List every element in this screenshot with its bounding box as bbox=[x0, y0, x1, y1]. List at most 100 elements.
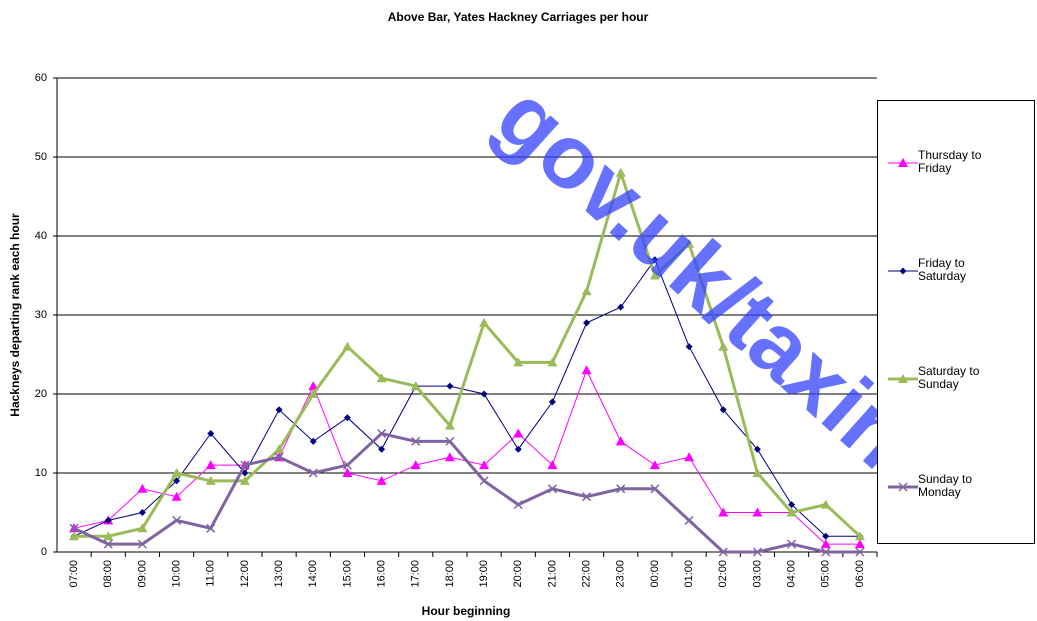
y-tick-label: 20 bbox=[35, 388, 47, 400]
data-point bbox=[171, 468, 182, 477]
data-point bbox=[342, 460, 352, 470]
x-tick-label: 22:00 bbox=[580, 560, 592, 588]
data-point bbox=[377, 428, 387, 439]
data-point bbox=[308, 381, 319, 391]
data-point bbox=[376, 475, 387, 485]
data-point bbox=[207, 430, 215, 437]
x-tick-label: 09:00 bbox=[136, 560, 148, 588]
y-tick-label: 40 bbox=[35, 230, 47, 242]
data-point bbox=[410, 381, 421, 391]
legend-swatch bbox=[888, 482, 918, 492]
data-point bbox=[274, 444, 285, 454]
x-tick-label: 19:00 bbox=[478, 560, 490, 588]
data-point bbox=[69, 523, 79, 533]
data-point bbox=[821, 547, 831, 557]
data-point bbox=[684, 452, 695, 462]
data-point bbox=[855, 547, 865, 557]
legend-marker bbox=[898, 482, 908, 492]
data-point bbox=[786, 507, 797, 517]
data-point bbox=[547, 484, 557, 494]
data-point bbox=[205, 460, 216, 470]
x-tick-label: 02:00 bbox=[717, 560, 729, 588]
x-tick-label: 16:00 bbox=[375, 560, 387, 588]
y-tick-label: 60 bbox=[35, 72, 47, 84]
data-point bbox=[137, 539, 147, 549]
data-point bbox=[514, 445, 522, 453]
data-point bbox=[617, 303, 625, 311]
data-point bbox=[718, 547, 728, 557]
legend-label: Friday to Saturday bbox=[918, 256, 967, 283]
data-point bbox=[581, 365, 592, 375]
x-tick-label: 20:00 bbox=[512, 560, 524, 588]
series-line bbox=[73, 431, 860, 554]
data-point bbox=[172, 515, 182, 525]
data-point bbox=[651, 256, 659, 264]
y-tick-label: 10 bbox=[35, 467, 47, 479]
x-tick-label: 18:00 bbox=[444, 560, 456, 588]
data-point bbox=[616, 484, 626, 494]
data-point bbox=[445, 436, 455, 446]
x-tick-label: 12:00 bbox=[239, 560, 251, 588]
data-point bbox=[547, 357, 558, 367]
x-tick-label: 06:00 bbox=[854, 560, 866, 588]
data-point bbox=[788, 501, 796, 509]
data-point bbox=[718, 507, 729, 517]
legend-swatch bbox=[888, 158, 918, 167]
data-point bbox=[206, 523, 216, 533]
data-point bbox=[376, 373, 387, 383]
data-point bbox=[583, 319, 591, 327]
data-point bbox=[274, 452, 284, 462]
data-point bbox=[137, 523, 148, 533]
data-point bbox=[854, 539, 865, 549]
data-point bbox=[615, 167, 626, 177]
data-point bbox=[138, 509, 146, 516]
x-tick-label: 11:00 bbox=[205, 560, 217, 587]
data-point bbox=[685, 343, 693, 351]
data-point bbox=[820, 499, 831, 509]
x-tick-label: 07:00 bbox=[68, 560, 80, 588]
data-point bbox=[342, 468, 353, 477]
legend-marker bbox=[898, 158, 908, 167]
data-point bbox=[752, 547, 762, 557]
data-point bbox=[343, 414, 351, 422]
data-point bbox=[854, 531, 865, 541]
data-point bbox=[378, 445, 386, 453]
data-point bbox=[309, 437, 317, 445]
x-tick-label: 13:00 bbox=[273, 560, 285, 588]
x-tick-label: 21:00 bbox=[546, 560, 558, 588]
data-point bbox=[446, 382, 454, 390]
data-point bbox=[649, 460, 660, 470]
data-point bbox=[684, 238, 695, 248]
data-point bbox=[342, 341, 353, 351]
data-point bbox=[649, 270, 660, 280]
data-point bbox=[615, 436, 626, 446]
data-point bbox=[752, 468, 763, 477]
data-point bbox=[103, 539, 113, 549]
y-axis-label: Hackneys departing rank each hour bbox=[8, 213, 22, 417]
data-point bbox=[173, 477, 181, 485]
y-tick-label: 50 bbox=[35, 151, 47, 163]
x-tick-label: 08:00 bbox=[102, 560, 114, 588]
data-point bbox=[444, 452, 455, 462]
data-point bbox=[820, 539, 831, 549]
data-point bbox=[753, 445, 761, 453]
x-tick-label: 03:00 bbox=[751, 560, 763, 588]
x-tick-label: 17:00 bbox=[410, 560, 422, 588]
data-point bbox=[650, 484, 660, 494]
series-line bbox=[73, 369, 860, 545]
data-point bbox=[513, 500, 523, 510]
data-point bbox=[239, 475, 250, 485]
legend-label: Thursday to Friday bbox=[918, 148, 982, 175]
data-point bbox=[513, 357, 524, 367]
y-tick-label: 0 bbox=[41, 546, 47, 558]
x-tick-label: 04:00 bbox=[785, 560, 797, 588]
data-point bbox=[444, 420, 455, 430]
data-point bbox=[205, 475, 216, 485]
data-point bbox=[752, 507, 763, 517]
chart-title: Above Bar, Yates Hackney Carriages per h… bbox=[388, 10, 649, 24]
data-point bbox=[308, 389, 319, 398]
legend: Thursday to Friday Friday to Saturday Satu… bbox=[877, 100, 1035, 544]
data-point bbox=[822, 532, 830, 540]
data-point bbox=[513, 428, 524, 438]
data-point bbox=[411, 436, 421, 446]
